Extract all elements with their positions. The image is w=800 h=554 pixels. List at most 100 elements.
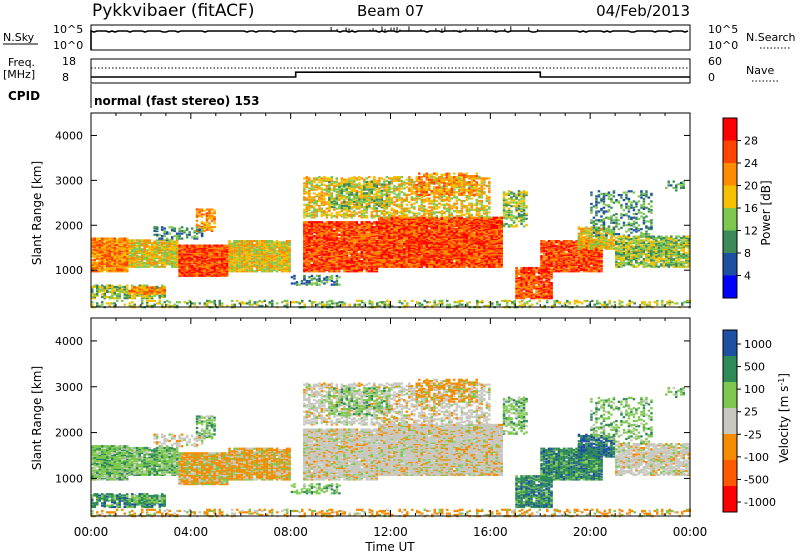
data-cell <box>123 238 126 241</box>
data-cell <box>118 260 121 263</box>
data-cell <box>218 259 221 262</box>
data-cell <box>338 270 341 273</box>
data-cell <box>430 236 433 239</box>
data-cell <box>358 252 361 255</box>
data-cell <box>150 245 154 248</box>
data-cell <box>185 274 189 277</box>
data-cell <box>188 270 191 274</box>
data-cell <box>180 249 184 252</box>
data-cell <box>108 251 111 254</box>
data-cell <box>148 256 151 260</box>
data-cell <box>225 267 229 270</box>
data-cell <box>483 235 486 238</box>
data-cell <box>350 257 354 260</box>
data-cell <box>170 265 174 268</box>
data-cell <box>153 256 156 260</box>
data-cell <box>473 233 476 236</box>
data-cell <box>170 253 174 256</box>
data-cell <box>141 295 144 299</box>
data-cell <box>168 256 171 260</box>
data-cell <box>223 258 226 261</box>
data-cell <box>98 241 101 244</box>
data-cell <box>218 273 221 276</box>
data-cell <box>116 263 119 267</box>
data-cell <box>188 245 191 248</box>
data-cell <box>215 255 219 258</box>
data-cell <box>305 258 309 262</box>
data-cell <box>215 260 219 263</box>
data-cell <box>198 274 201 277</box>
data-cell <box>240 255 244 258</box>
data-cell <box>106 255 109 258</box>
data-cell <box>91 270 94 273</box>
data-cell <box>135 251 139 255</box>
data-cell <box>103 251 106 254</box>
data-cell <box>378 241 381 244</box>
data-cell <box>128 248 131 251</box>
data-cell <box>93 262 96 265</box>
data-cell <box>150 249 154 252</box>
data-cell <box>223 260 226 263</box>
data-cell <box>220 264 224 267</box>
data-cell <box>163 239 166 242</box>
data-cell <box>98 262 101 265</box>
data-cell <box>210 257 214 260</box>
data-cell <box>210 259 214 262</box>
data-cell <box>108 260 111 263</box>
nave-tick-bottom: 0 <box>708 71 715 84</box>
data-cell <box>200 273 204 276</box>
data-cell <box>218 272 221 275</box>
nsky-tick-bottom: 10^0 <box>53 39 83 52</box>
data-cell <box>98 267 101 270</box>
data-cell <box>118 257 121 260</box>
data-cell <box>195 267 199 270</box>
data-cell <box>218 262 221 265</box>
data-cell <box>106 268 109 272</box>
data-cell <box>200 269 204 272</box>
data-cell <box>118 258 121 262</box>
data-cell <box>188 257 191 260</box>
data-cell <box>153 245 156 248</box>
data-cell <box>313 252 316 255</box>
data-cell <box>121 245 124 248</box>
data-cell <box>223 267 226 270</box>
data-cell <box>178 235 181 238</box>
data-cell <box>103 258 106 262</box>
data-cell <box>168 263 171 266</box>
data-cell <box>118 261 121 264</box>
data-cell <box>101 295 104 299</box>
data-cell <box>108 258 111 262</box>
data-cell <box>91 253 94 256</box>
data-cell <box>275 252 279 255</box>
data-cell <box>223 254 226 257</box>
data-cell <box>155 251 159 255</box>
data-cell <box>355 221 359 224</box>
data-cell <box>258 242 261 245</box>
data-cell <box>98 288 101 291</box>
data-cell <box>165 237 169 240</box>
data-cell <box>140 261 144 265</box>
data-cell <box>360 235 364 238</box>
data-cell <box>93 240 96 243</box>
data-cell <box>370 251 374 254</box>
data-cell <box>183 265 186 269</box>
data-cell <box>128 290 131 293</box>
data-cell <box>200 252 204 255</box>
data-cell <box>475 216 478 219</box>
data-cell <box>218 267 221 270</box>
data-cell <box>116 247 119 250</box>
data-cell <box>400 255 403 258</box>
data-cell <box>106 289 109 292</box>
data-cell <box>258 265 261 268</box>
data-cell <box>220 245 224 248</box>
data-cell <box>403 240 406 243</box>
data-cell <box>178 237 181 240</box>
data-cell <box>203 250 206 253</box>
data-cell <box>180 255 184 258</box>
data-cell <box>170 236 174 239</box>
data-cell <box>173 255 176 258</box>
data-cell <box>93 246 96 249</box>
data-cell <box>218 264 221 267</box>
data-cell <box>93 251 96 254</box>
data-cell <box>106 260 109 263</box>
